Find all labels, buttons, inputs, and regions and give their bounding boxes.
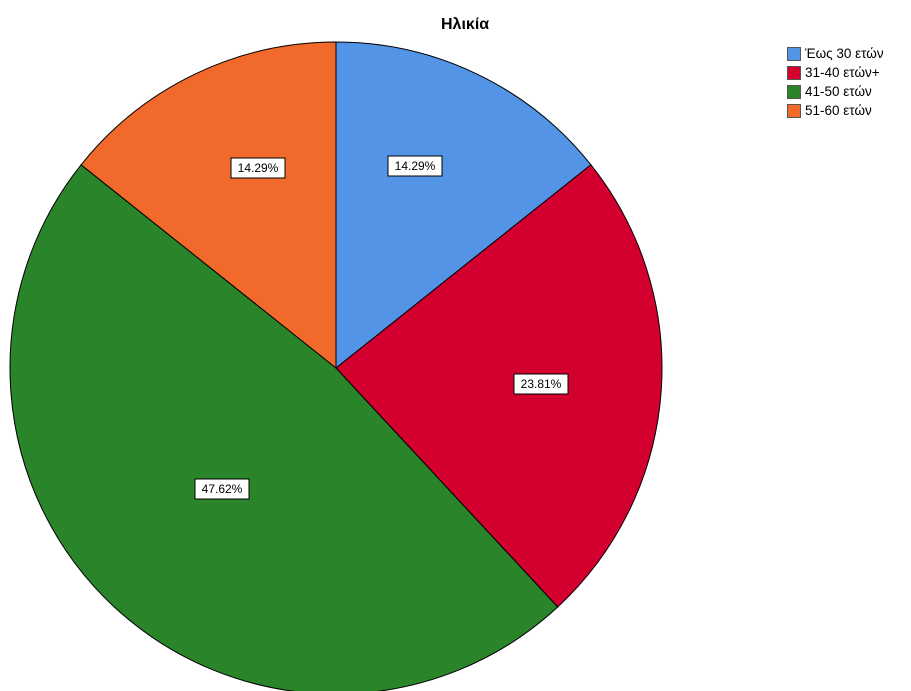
legend-item: Έως 30 ετών — [787, 44, 884, 63]
slice-label-text: 14.29% — [395, 159, 436, 173]
pie-slice — [9, 164, 559, 691]
chart-title: Ηλικία — [441, 16, 490, 33]
pie-slice — [335, 164, 663, 608]
slice-label-box — [230, 157, 286, 179]
pie-slices — [9, 41, 663, 691]
slice-label-box — [513, 373, 569, 395]
slice-label: 14.29% — [387, 155, 443, 177]
legend: Έως 30 ετών 31-40 ετών+ 41-50 ετών 51-60 ετ… — [787, 44, 884, 120]
legend-item: 51-60 ετών — [787, 101, 884, 120]
legend-label: 31-40 ετών+ — [805, 65, 880, 80]
slice-label-text: 14.29% — [238, 161, 279, 175]
pie-slice — [335, 41, 592, 370]
legend-swatch — [787, 84, 801, 99]
legend-item: 31-40 ετών+ — [787, 63, 884, 82]
pie-slice — [80, 41, 337, 370]
legend-swatch — [787, 65, 801, 80]
legend-label: Έως 30 ετών — [805, 46, 884, 61]
slice-label: 14.29% — [230, 157, 286, 179]
legend-item: 41-50 ετών — [787, 82, 884, 101]
slice-label-text: 47.62% — [202, 482, 243, 496]
slice-label-text: 23.81% — [521, 377, 562, 391]
legend-label: 41-50 ετών — [805, 84, 872, 99]
slice-label: 47.62% — [194, 478, 250, 500]
slice-labels: 14.29% 23.81% 47.62% 14.29% — [194, 155, 569, 500]
slice-label-box — [194, 478, 250, 500]
slice-label: 23.81% — [513, 373, 569, 395]
legend-swatch — [787, 46, 801, 61]
legend-label: 51-60 ετών — [805, 103, 872, 118]
legend-swatch — [787, 103, 801, 118]
slice-label-box — [387, 155, 443, 177]
